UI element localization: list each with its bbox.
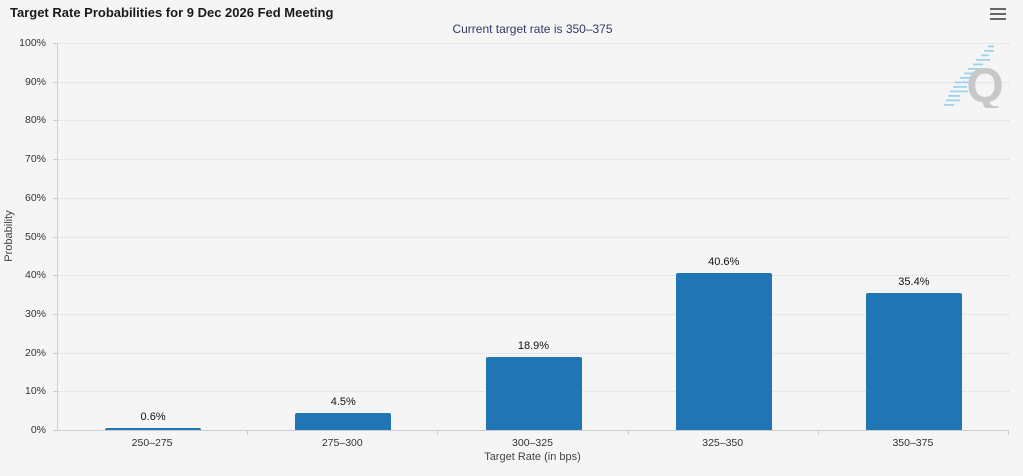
gridline xyxy=(58,236,1009,238)
y-axis-tick xyxy=(53,391,57,393)
y-tick-label: 60% xyxy=(24,191,46,204)
bar-250–275[interactable] xyxy=(105,428,202,430)
bar-value-label: 4.5% xyxy=(330,396,356,408)
y-tick-label: 70% xyxy=(24,153,46,166)
y-axis-tick xyxy=(53,197,57,199)
y-tick-label: 30% xyxy=(24,307,46,320)
y-tick-label: 10% xyxy=(24,385,46,398)
x-axis-tick xyxy=(247,431,249,435)
gridline xyxy=(58,43,1009,44)
chart-subtitle: Current target rate is 350–375 xyxy=(452,22,613,36)
y-axis-tick xyxy=(53,430,57,431)
gridline xyxy=(58,275,1009,277)
x-axis-title: Target Rate (in bps) xyxy=(484,451,581,463)
y-axis-tick xyxy=(53,120,57,122)
bar-value-label: 35.4% xyxy=(898,276,930,288)
x-axis-tick xyxy=(1008,431,1009,435)
y-axis-tick xyxy=(53,159,57,161)
gridline xyxy=(58,352,1009,354)
bar-value-label: 18.9% xyxy=(517,340,550,352)
chart-title: Target Rate Probabilities for 9 Dec 2026… xyxy=(10,5,334,20)
gridline xyxy=(58,120,1009,122)
x-tick-label: 350–375 xyxy=(892,437,934,449)
x-tick-label: 300–325 xyxy=(512,437,553,449)
x-axis-tick xyxy=(437,431,439,435)
x-axis-tick xyxy=(817,431,819,435)
y-axis-tick xyxy=(53,275,57,277)
y-tick-label: 50% xyxy=(24,230,46,243)
y-tick-label: 0% xyxy=(30,424,46,436)
y-tick-label: 100% xyxy=(19,37,46,49)
y-axis-tick xyxy=(53,81,57,83)
y-tick-label: 40% xyxy=(24,269,46,282)
chart-context-menu-button[interactable] xyxy=(986,4,1010,24)
gridline xyxy=(58,197,1009,199)
y-axis-tick xyxy=(53,313,57,315)
y-axis-tick xyxy=(53,236,57,238)
x-tick-label: 275–300 xyxy=(321,437,363,449)
bar-275–300[interactable] xyxy=(295,413,392,430)
x-tick-label: 250–275 xyxy=(131,437,173,449)
gridline xyxy=(58,81,1009,83)
y-tick-label: 80% xyxy=(24,114,46,127)
gridline xyxy=(58,159,1009,161)
y-tick-label: 20% xyxy=(24,346,46,359)
bar-325–350[interactable] xyxy=(675,273,772,430)
y-tick-label: 90% xyxy=(24,75,46,88)
y-axis-tick xyxy=(53,43,57,44)
bar-value-label: 40.6% xyxy=(708,256,740,268)
hamburger-icon xyxy=(990,8,1006,20)
x-tick-label: 325–350 xyxy=(702,437,744,449)
plot-area: 0.6% 4.5% 18.9% 40.6% 35.4% xyxy=(57,43,1009,431)
bar-300–325[interactable] xyxy=(485,357,582,430)
bar-350–375[interactable] xyxy=(865,293,962,430)
bar-value-label: 0.6% xyxy=(140,411,166,423)
x-axis-tick xyxy=(627,431,629,435)
gridline xyxy=(58,313,1009,315)
y-axis-tick xyxy=(53,352,57,354)
